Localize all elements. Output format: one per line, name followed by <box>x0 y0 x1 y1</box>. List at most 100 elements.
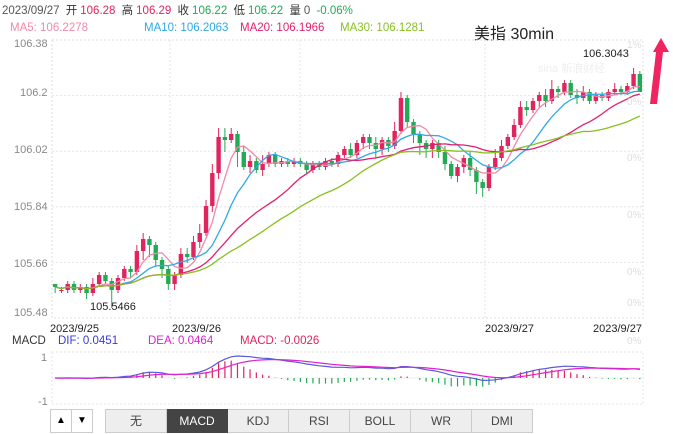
candle-body <box>505 137 511 146</box>
candle-body <box>172 275 177 284</box>
candle-body <box>480 182 485 188</box>
tab-rsi[interactable]: RSI <box>289 409 350 433</box>
candle-body <box>323 161 328 167</box>
candle-body <box>379 140 385 149</box>
candle-body <box>272 155 278 164</box>
candle-body <box>467 158 473 170</box>
expand-arrow-icon[interactable] <box>650 38 669 104</box>
candle-body <box>474 170 479 182</box>
high-marker: 106.3043 <box>583 48 629 60</box>
low-marker: 105.5466 <box>90 301 136 313</box>
volume-label: 量 <box>289 5 301 17</box>
ma20-legend: MA20: 106.1966 <box>240 22 325 34</box>
candle-body <box>254 161 259 170</box>
candle-body <box>84 287 89 293</box>
ma5-legend: MA5: 106.2278 <box>10 22 89 34</box>
candle-body <box>555 89 561 92</box>
candle-body <box>310 164 316 170</box>
ma10-legend: MA10: 106.2063 <box>144 22 229 34</box>
candle-body <box>612 89 617 92</box>
macd-y-top: 1 <box>41 352 48 364</box>
candle-body <box>593 95 599 101</box>
candle-body <box>618 89 624 92</box>
y-tick-4: 105.66 <box>14 258 48 270</box>
candle-body <box>241 152 246 167</box>
candle-body <box>430 143 435 149</box>
candle-body <box>140 239 146 251</box>
tab-wr[interactable]: WR <box>411 409 472 433</box>
open-value: 106.28 <box>80 5 116 17</box>
candle-body <box>228 134 234 140</box>
tab-none[interactable]: 无 <box>105 409 167 433</box>
candle-body <box>417 134 423 143</box>
candle-body <box>361 137 366 143</box>
candle-body <box>524 107 529 110</box>
quote-date: 2023/09/27 <box>2 5 60 17</box>
tab-kdj[interactable]: KDJ <box>228 409 289 433</box>
candle-body <box>266 155 272 164</box>
candle-body <box>511 125 517 137</box>
candle-body <box>59 290 64 291</box>
candle-body <box>537 95 542 101</box>
dif-line <box>55 355 640 382</box>
ma30-legend: MA30: 106.1281 <box>340 22 425 34</box>
candle-body <box>178 254 184 275</box>
change-value: -0.06% <box>316 5 353 17</box>
candle-body <box>493 158 498 167</box>
pct-2: 0% <box>627 153 642 164</box>
macd-grid <box>51 351 644 405</box>
candle-body <box>405 98 410 122</box>
candle-body <box>122 269 127 278</box>
candle-body <box>392 131 397 146</box>
candle-body <box>637 74 643 92</box>
tab-macd[interactable]: MACD <box>167 409 228 433</box>
candle-body <box>71 284 77 290</box>
close-value: 106.22 <box>192 5 228 17</box>
candle-body <box>285 161 290 164</box>
candle-body <box>342 149 347 155</box>
candle-body <box>203 206 209 233</box>
candle-body <box>335 155 341 164</box>
y-tick-1: 106.2 <box>20 87 48 99</box>
scroll-down-button[interactable]: ▼ <box>71 409 93 433</box>
candle-body <box>191 242 196 257</box>
candle-body <box>159 260 165 269</box>
tab-dmi[interactable]: DMI <box>472 409 533 433</box>
macd-y-bottom: -1 <box>38 396 48 408</box>
pct-1: 0% <box>627 97 642 108</box>
low-value: 106.22 <box>247 5 284 17</box>
candles <box>52 68 643 308</box>
y-tick-5: 105.48 <box>14 307 48 319</box>
candle-body <box>625 86 630 92</box>
candle-body <box>367 137 372 143</box>
candle-body <box>166 269 171 284</box>
candle-body <box>461 158 467 167</box>
tab-boll[interactable]: BOLL <box>350 409 411 433</box>
pct-3: 0% <box>627 210 642 221</box>
candle-body <box>153 245 158 260</box>
candle-body <box>260 164 265 170</box>
candle-body <box>455 167 460 176</box>
candle-body <box>411 122 416 134</box>
macd-title: MACD <box>12 335 46 347</box>
dif-legend: DIF: 0.0451 <box>58 335 119 347</box>
high-value: 106.29 <box>136 5 172 17</box>
volume-value: 0 <box>303 5 311 17</box>
candle-body <box>103 275 108 281</box>
candle-body <box>562 83 567 92</box>
candle-body <box>348 149 353 155</box>
candle-body <box>210 173 215 206</box>
grid <box>51 39 644 319</box>
quote-bar: 2023/09/27 开 106.28 高 106.29 收 106.22 低 106.… <box>2 0 673 22</box>
candle-body <box>329 161 334 164</box>
candle-body <box>52 284 58 287</box>
candle-body <box>398 98 404 131</box>
ma30-line <box>54 115 641 290</box>
candle-body <box>449 164 454 176</box>
y-tick-0: 106.38 <box>14 38 48 50</box>
ma-lines <box>54 85 641 290</box>
scroll-up-button[interactable]: ▲ <box>50 409 71 433</box>
indicator-tabs: ▲ ▼ 无 MACD KDJ RSI BOLL WR DMI <box>50 409 533 433</box>
candle-body <box>115 278 121 290</box>
